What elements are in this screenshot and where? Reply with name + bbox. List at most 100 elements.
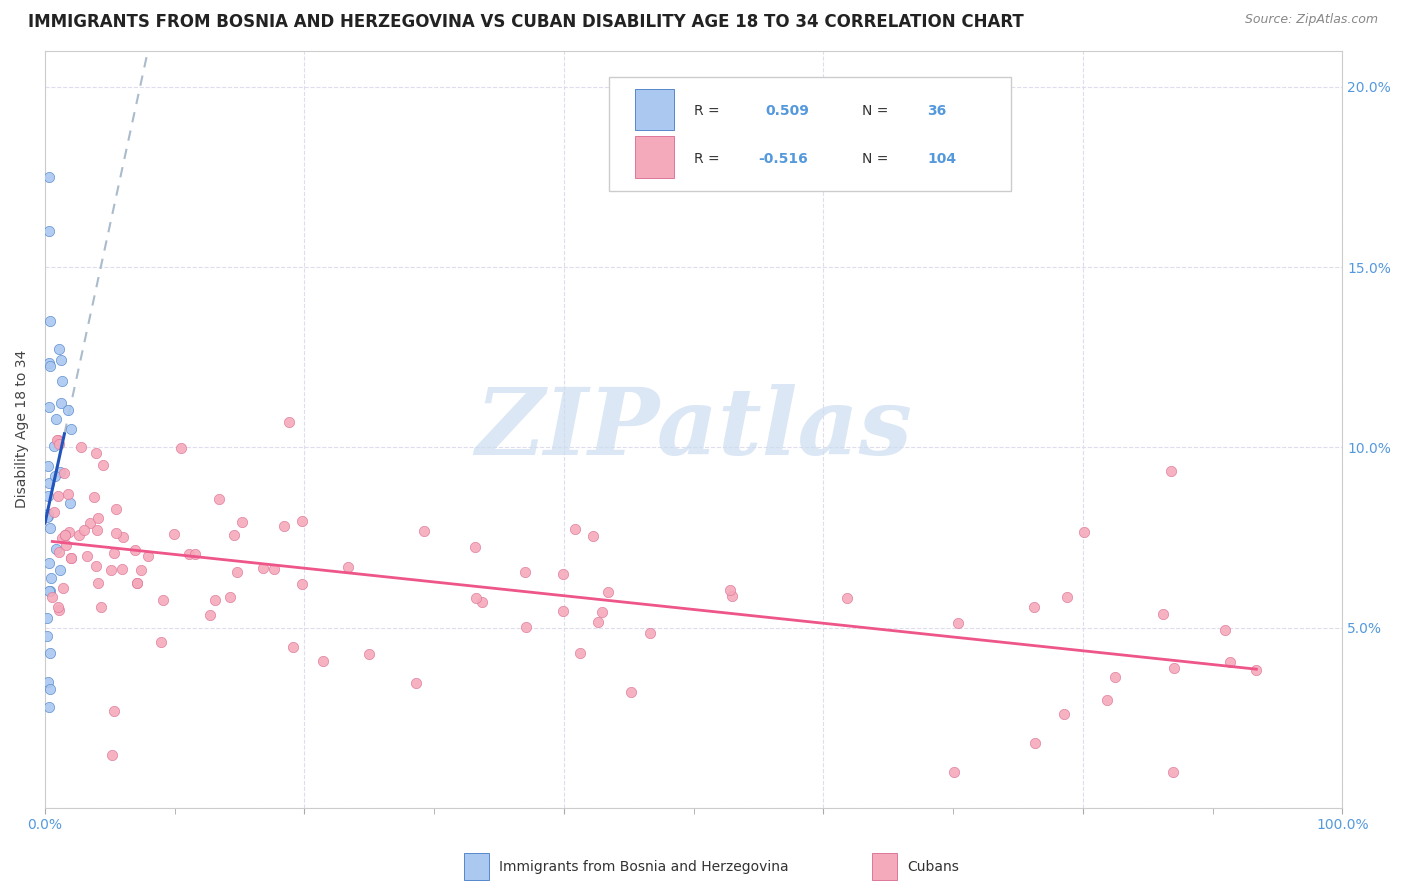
Point — [46, 433, 69, 447]
Point — [835, 591, 858, 606]
Point — [48, 465, 70, 479]
Point — [51, 374, 73, 388]
Point — [44, 439, 66, 453]
Text: Source: ZipAtlas.com: Source: ZipAtlas.com — [1244, 13, 1378, 27]
Point — [111, 530, 134, 544]
Point — [278, 415, 301, 429]
Point — [412, 524, 434, 538]
Point — [59, 421, 82, 435]
Text: 104: 104 — [927, 152, 956, 166]
Point — [124, 542, 146, 557]
Point — [37, 611, 59, 625]
Point — [76, 549, 98, 564]
Point — [52, 581, 75, 595]
Point — [59, 496, 82, 510]
Y-axis label: Disability Age 18 to 34: Disability Age 18 to 34 — [15, 351, 30, 508]
FancyBboxPatch shape — [609, 78, 1011, 191]
Point — [48, 342, 70, 356]
Point — [48, 603, 70, 617]
Point — [86, 576, 108, 591]
Point — [67, 528, 90, 542]
Point — [131, 563, 153, 577]
Point — [1024, 736, 1046, 750]
Point — [638, 626, 661, 640]
Point — [38, 556, 60, 570]
Point — [718, 582, 741, 597]
Text: -0.516: -0.516 — [758, 152, 808, 166]
Point — [45, 542, 67, 557]
Point — [37, 674, 59, 689]
Point — [100, 747, 122, 762]
Point — [37, 489, 59, 503]
Point — [111, 562, 134, 576]
Point — [73, 524, 96, 538]
Point — [103, 546, 125, 560]
Point — [1052, 706, 1074, 721]
Point — [152, 593, 174, 607]
Point — [946, 615, 969, 630]
Text: N =: N = — [862, 104, 893, 119]
Point — [41, 590, 63, 604]
Point — [125, 576, 148, 591]
Point — [1153, 607, 1175, 621]
Point — [127, 576, 149, 591]
Point — [1163, 661, 1185, 675]
Point — [37, 507, 59, 521]
Point — [38, 169, 60, 184]
Point — [198, 608, 221, 623]
Point — [58, 403, 80, 417]
Point — [90, 600, 112, 615]
Point — [37, 459, 59, 474]
Point — [471, 595, 494, 609]
Point — [70, 440, 93, 454]
Point — [569, 646, 592, 660]
Point — [55, 538, 77, 552]
Text: 0.509: 0.509 — [765, 104, 808, 119]
Point — [184, 547, 207, 561]
Point — [87, 511, 110, 525]
Point — [721, 589, 744, 603]
Point — [1104, 670, 1126, 684]
Point — [38, 401, 60, 415]
Point — [591, 606, 613, 620]
Point — [273, 519, 295, 533]
Bar — [636, 88, 673, 130]
Point — [405, 675, 427, 690]
Point — [291, 515, 314, 529]
Text: Cubans: Cubans — [907, 860, 959, 874]
Point — [100, 563, 122, 577]
Point — [515, 620, 537, 634]
Point — [204, 593, 226, 607]
Point — [291, 577, 314, 591]
Point — [59, 551, 82, 566]
Point — [1024, 599, 1046, 614]
Point — [1095, 693, 1118, 707]
Point — [38, 583, 60, 598]
Text: 36: 36 — [927, 104, 946, 119]
Point — [225, 566, 247, 580]
Text: R =: R = — [693, 152, 724, 166]
Point — [1160, 464, 1182, 478]
Point — [38, 700, 60, 714]
Point — [35, 509, 58, 524]
Text: ZIPatlas: ZIPatlas — [475, 384, 912, 475]
Point — [136, 549, 159, 563]
Point — [1219, 655, 1241, 669]
Point — [53, 527, 76, 541]
Point — [513, 565, 536, 579]
Point — [586, 615, 609, 630]
Text: N =: N = — [862, 152, 893, 166]
Point — [104, 525, 127, 540]
Point — [218, 590, 240, 604]
Point — [150, 635, 173, 649]
Point — [39, 314, 62, 328]
Point — [39, 681, 62, 696]
Point — [39, 359, 62, 373]
Point — [86, 524, 108, 538]
Point — [336, 559, 359, 574]
Point — [44, 505, 66, 519]
Point — [283, 640, 305, 654]
Point — [38, 475, 60, 490]
Point — [553, 567, 575, 582]
Point — [620, 685, 643, 699]
